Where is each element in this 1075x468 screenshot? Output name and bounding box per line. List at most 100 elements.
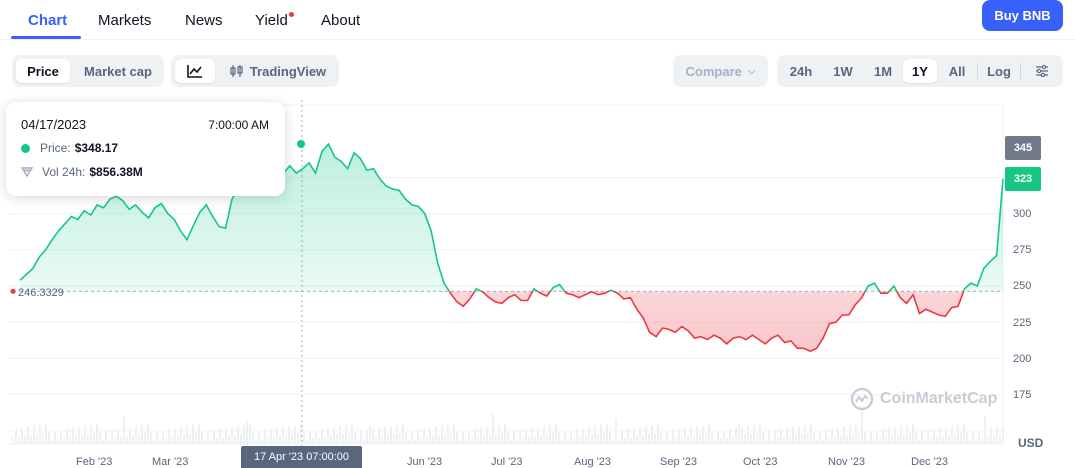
volume-bar (663, 440, 665, 444)
volume-bar (348, 433, 350, 444)
tooltip-price-label: Price: (40, 141, 71, 155)
volume-bar (651, 425, 653, 444)
volume-bar (762, 432, 764, 444)
volume-bar (471, 438, 473, 444)
volume-bar (852, 434, 854, 444)
volume-bar (231, 427, 233, 444)
volume-bar (879, 438, 881, 444)
range-all[interactable]: All (948, 63, 966, 79)
volume-bar (741, 427, 743, 444)
volume-bar (483, 436, 485, 444)
volume-bar (153, 440, 155, 444)
tab-yield[interactable]: Yield (255, 12, 288, 29)
volume-bar (315, 430, 317, 444)
volume-bar (957, 425, 959, 444)
coinmarketcap-logo-icon (850, 387, 874, 411)
range-1w[interactable]: 1W (833, 63, 853, 79)
volume-bar (639, 427, 641, 444)
volume-bar (174, 428, 176, 444)
volume-bar (531, 428, 533, 444)
volume-bar (678, 429, 680, 444)
volume-bar (594, 426, 596, 444)
volume-bar (894, 427, 896, 444)
volume-bar (771, 439, 773, 444)
volume-bar (300, 424, 302, 444)
volume-bar (213, 430, 215, 444)
volume-bar (345, 425, 347, 444)
line-chart-button[interactable] (175, 59, 215, 83)
tab-about[interactable]: About (321, 12, 361, 29)
volume-bar (141, 425, 143, 444)
volume-bar (324, 437, 326, 444)
price-line-down (448, 291, 965, 353)
volume-bar (900, 426, 902, 444)
price-toggle[interactable]: Price (16, 59, 70, 83)
volume-bar (426, 437, 428, 444)
volume-bar (849, 426, 851, 444)
volume-bar (810, 424, 812, 444)
tab-news[interactable]: News (185, 12, 223, 29)
volume-bar (462, 431, 464, 444)
volume-bar (603, 433, 605, 444)
compare-button[interactable]: Compare ⌵ (677, 59, 764, 83)
volume-bar (933, 429, 935, 444)
volume-bar (939, 428, 941, 444)
x-tick-label: Jun '23 (407, 456, 443, 468)
volume-bar (234, 435, 236, 444)
volume-bar (936, 437, 938, 444)
volume-bar (468, 430, 470, 444)
volume-bar (180, 427, 182, 444)
volume-bar (555, 424, 557, 444)
volume-bar (684, 428, 686, 444)
volume-bar (375, 437, 377, 444)
range-1m[interactable]: 1M (873, 63, 893, 79)
volume-bar (444, 434, 446, 444)
volume-bar (414, 439, 416, 444)
volume-bar (543, 426, 545, 444)
tradingview-button[interactable]: TradingView (223, 59, 333, 83)
volume-bar (798, 426, 800, 444)
volume-bar (723, 430, 725, 444)
buy-button[interactable]: Buy BNB (982, 0, 1063, 31)
marketcap-toggle[interactable]: Market cap (84, 63, 152, 79)
active-tab-indicator (11, 36, 81, 39)
volume-bar (123, 416, 125, 444)
volume-bar (459, 440, 461, 444)
chevron-down-icon: ⌵ (747, 65, 756, 77)
tab-markets[interactable]: Markets (98, 12, 152, 29)
volume-bar (738, 424, 740, 444)
volume-bar (693, 435, 695, 444)
volume-bar (792, 427, 794, 444)
volume-bar (273, 437, 275, 444)
volume-bar (411, 431, 413, 444)
volume-bar (183, 435, 185, 444)
tab-chart[interactable]: Chart (28, 12, 68, 29)
log-toggle[interactable]: Log (987, 63, 1011, 79)
volume-bar (135, 426, 137, 444)
volume-bar (888, 428, 890, 444)
volume-bar (90, 425, 92, 444)
volume-bar (513, 431, 515, 444)
volume-bar (600, 425, 602, 444)
volume-bar (306, 440, 308, 444)
volume-bar (18, 437, 20, 444)
volume-bar (951, 426, 953, 444)
compare-dropdown[interactable]: Compare ⌵ (673, 55, 768, 87)
volume-bar (171, 437, 173, 444)
volume-bar (609, 432, 611, 444)
sliders-icon (1036, 65, 1048, 77)
volume-bar (255, 440, 257, 444)
volume-bar (786, 428, 788, 444)
volume-bar (990, 428, 992, 444)
volume-bar (720, 439, 722, 444)
range-24h[interactable]: 24h (789, 63, 813, 79)
range-1y[interactable]: 1Y (903, 59, 937, 83)
volume-bar (636, 436, 638, 444)
volume-bar (450, 433, 452, 444)
volume-bar (198, 424, 200, 444)
volume-bar (699, 434, 701, 444)
volume-bar (330, 436, 332, 444)
volume-bar (54, 431, 56, 444)
x-tick-label: Nov '23 (828, 456, 865, 468)
settings-button[interactable] (1025, 59, 1059, 83)
